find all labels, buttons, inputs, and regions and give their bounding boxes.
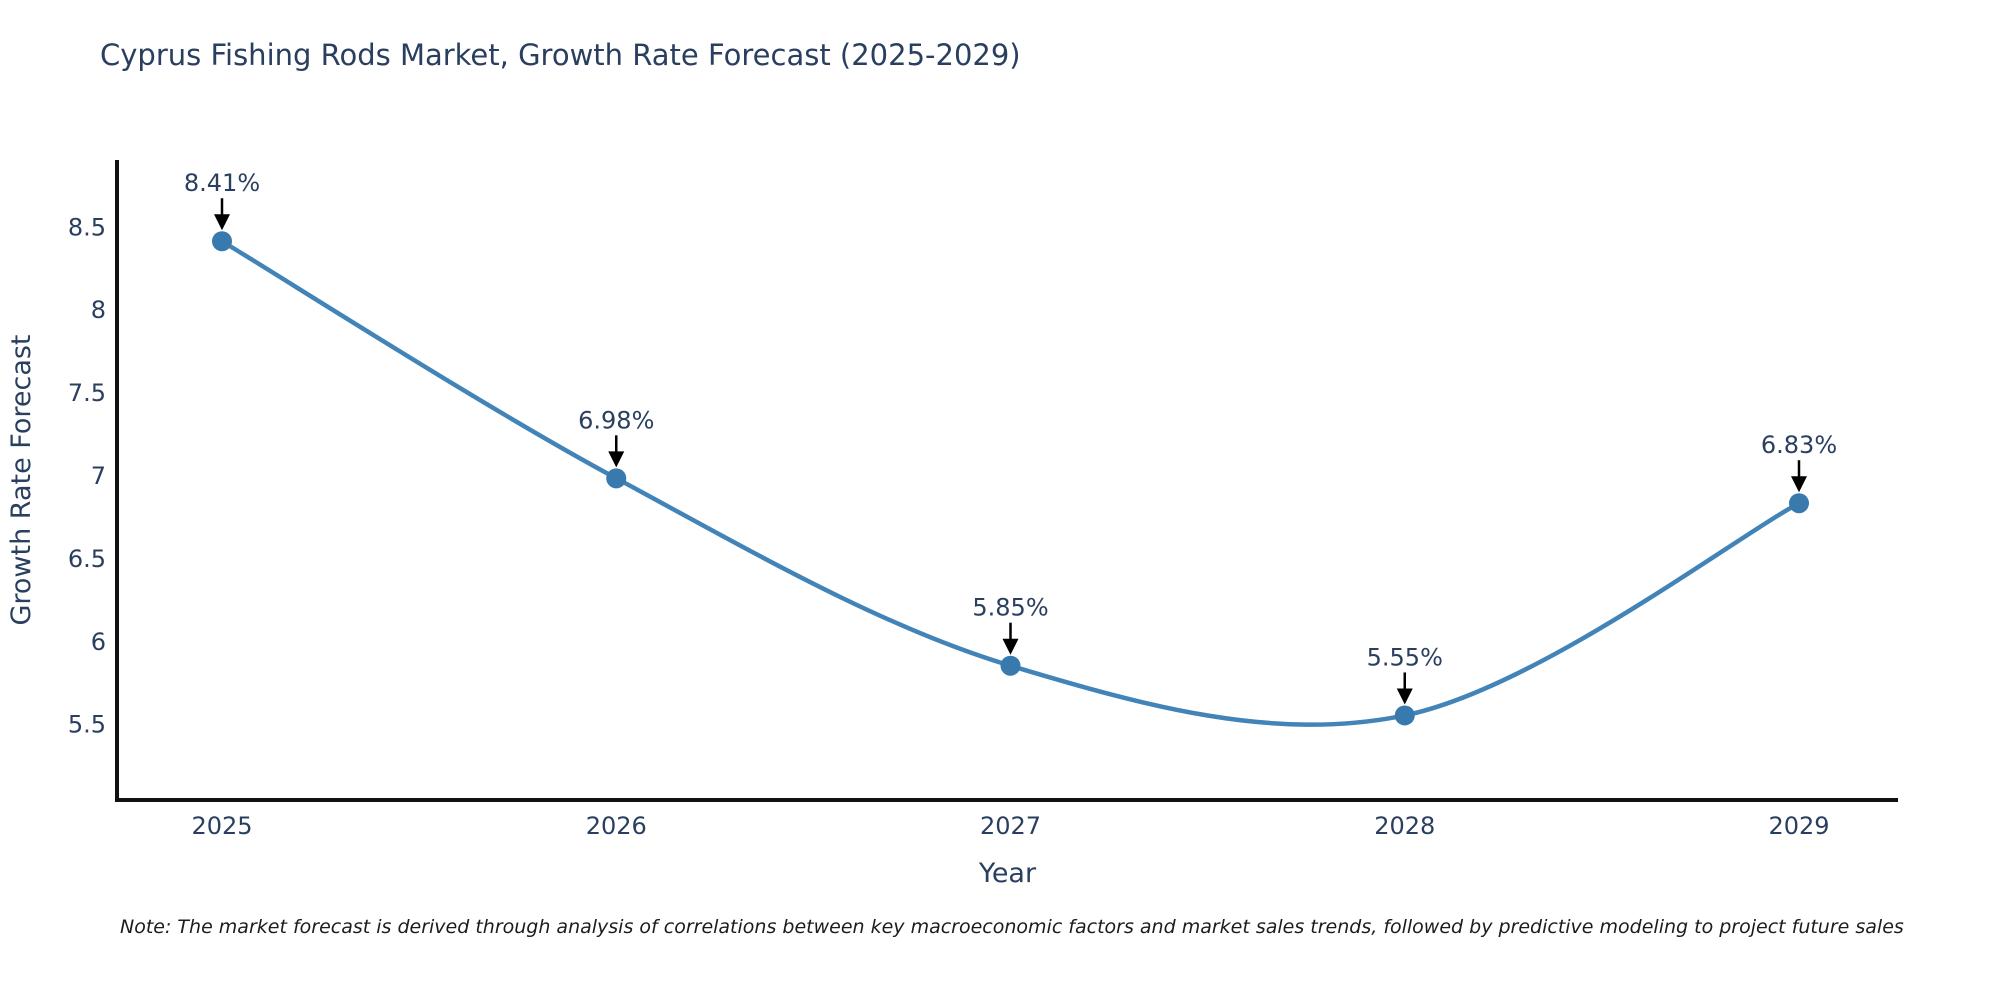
annotation-arrow-head: [1791, 476, 1807, 493]
annotation-arrow-head: [1396, 688, 1413, 705]
y-tick-label: 8: [91, 296, 106, 324]
x-tick-label: 2027: [980, 812, 1041, 840]
y-tick-label: 7: [91, 462, 106, 490]
y-tick-label: 8.5: [68, 213, 106, 241]
data-point-label: 5.55%: [1367, 643, 1443, 671]
data-point-label: 8.41%: [184, 169, 260, 197]
data-point-label: 5.85%: [972, 594, 1048, 622]
x-tick-label: 2025: [191, 812, 252, 840]
x-tick-label: 2029: [1768, 812, 1829, 840]
y-axis-title: Growth Rate Forecast: [6, 334, 37, 625]
data-point-label: 6.83%: [1761, 431, 1837, 459]
footnote: Note: The market forecast is derived thr…: [120, 916, 1904, 938]
y-tick-label: 5.5: [68, 711, 106, 739]
data-point-marker: [1394, 705, 1415, 726]
data-point-marker: [212, 231, 232, 252]
x-axis-title: Year: [978, 858, 1037, 889]
annotation-arrow-head: [608, 451, 625, 468]
data-point-label: 6.98%: [578, 406, 654, 434]
x-tick-label: 2026: [586, 812, 647, 840]
y-tick-label: 6: [91, 628, 106, 656]
data-point-marker: [606, 468, 627, 489]
annotation-arrow-head: [214, 214, 230, 231]
data-point-marker: [1789, 493, 1809, 514]
x-tick-label: 2028: [1374, 812, 1435, 840]
y-tick-label: 6.5: [68, 545, 106, 573]
chart-title: Cyprus Fishing Rods Market, Growth Rate …: [100, 38, 1021, 72]
y-tick-label: 7.5: [68, 379, 106, 407]
data-point-marker: [1000, 655, 1021, 676]
annotation-arrow-head: [1002, 638, 1019, 655]
